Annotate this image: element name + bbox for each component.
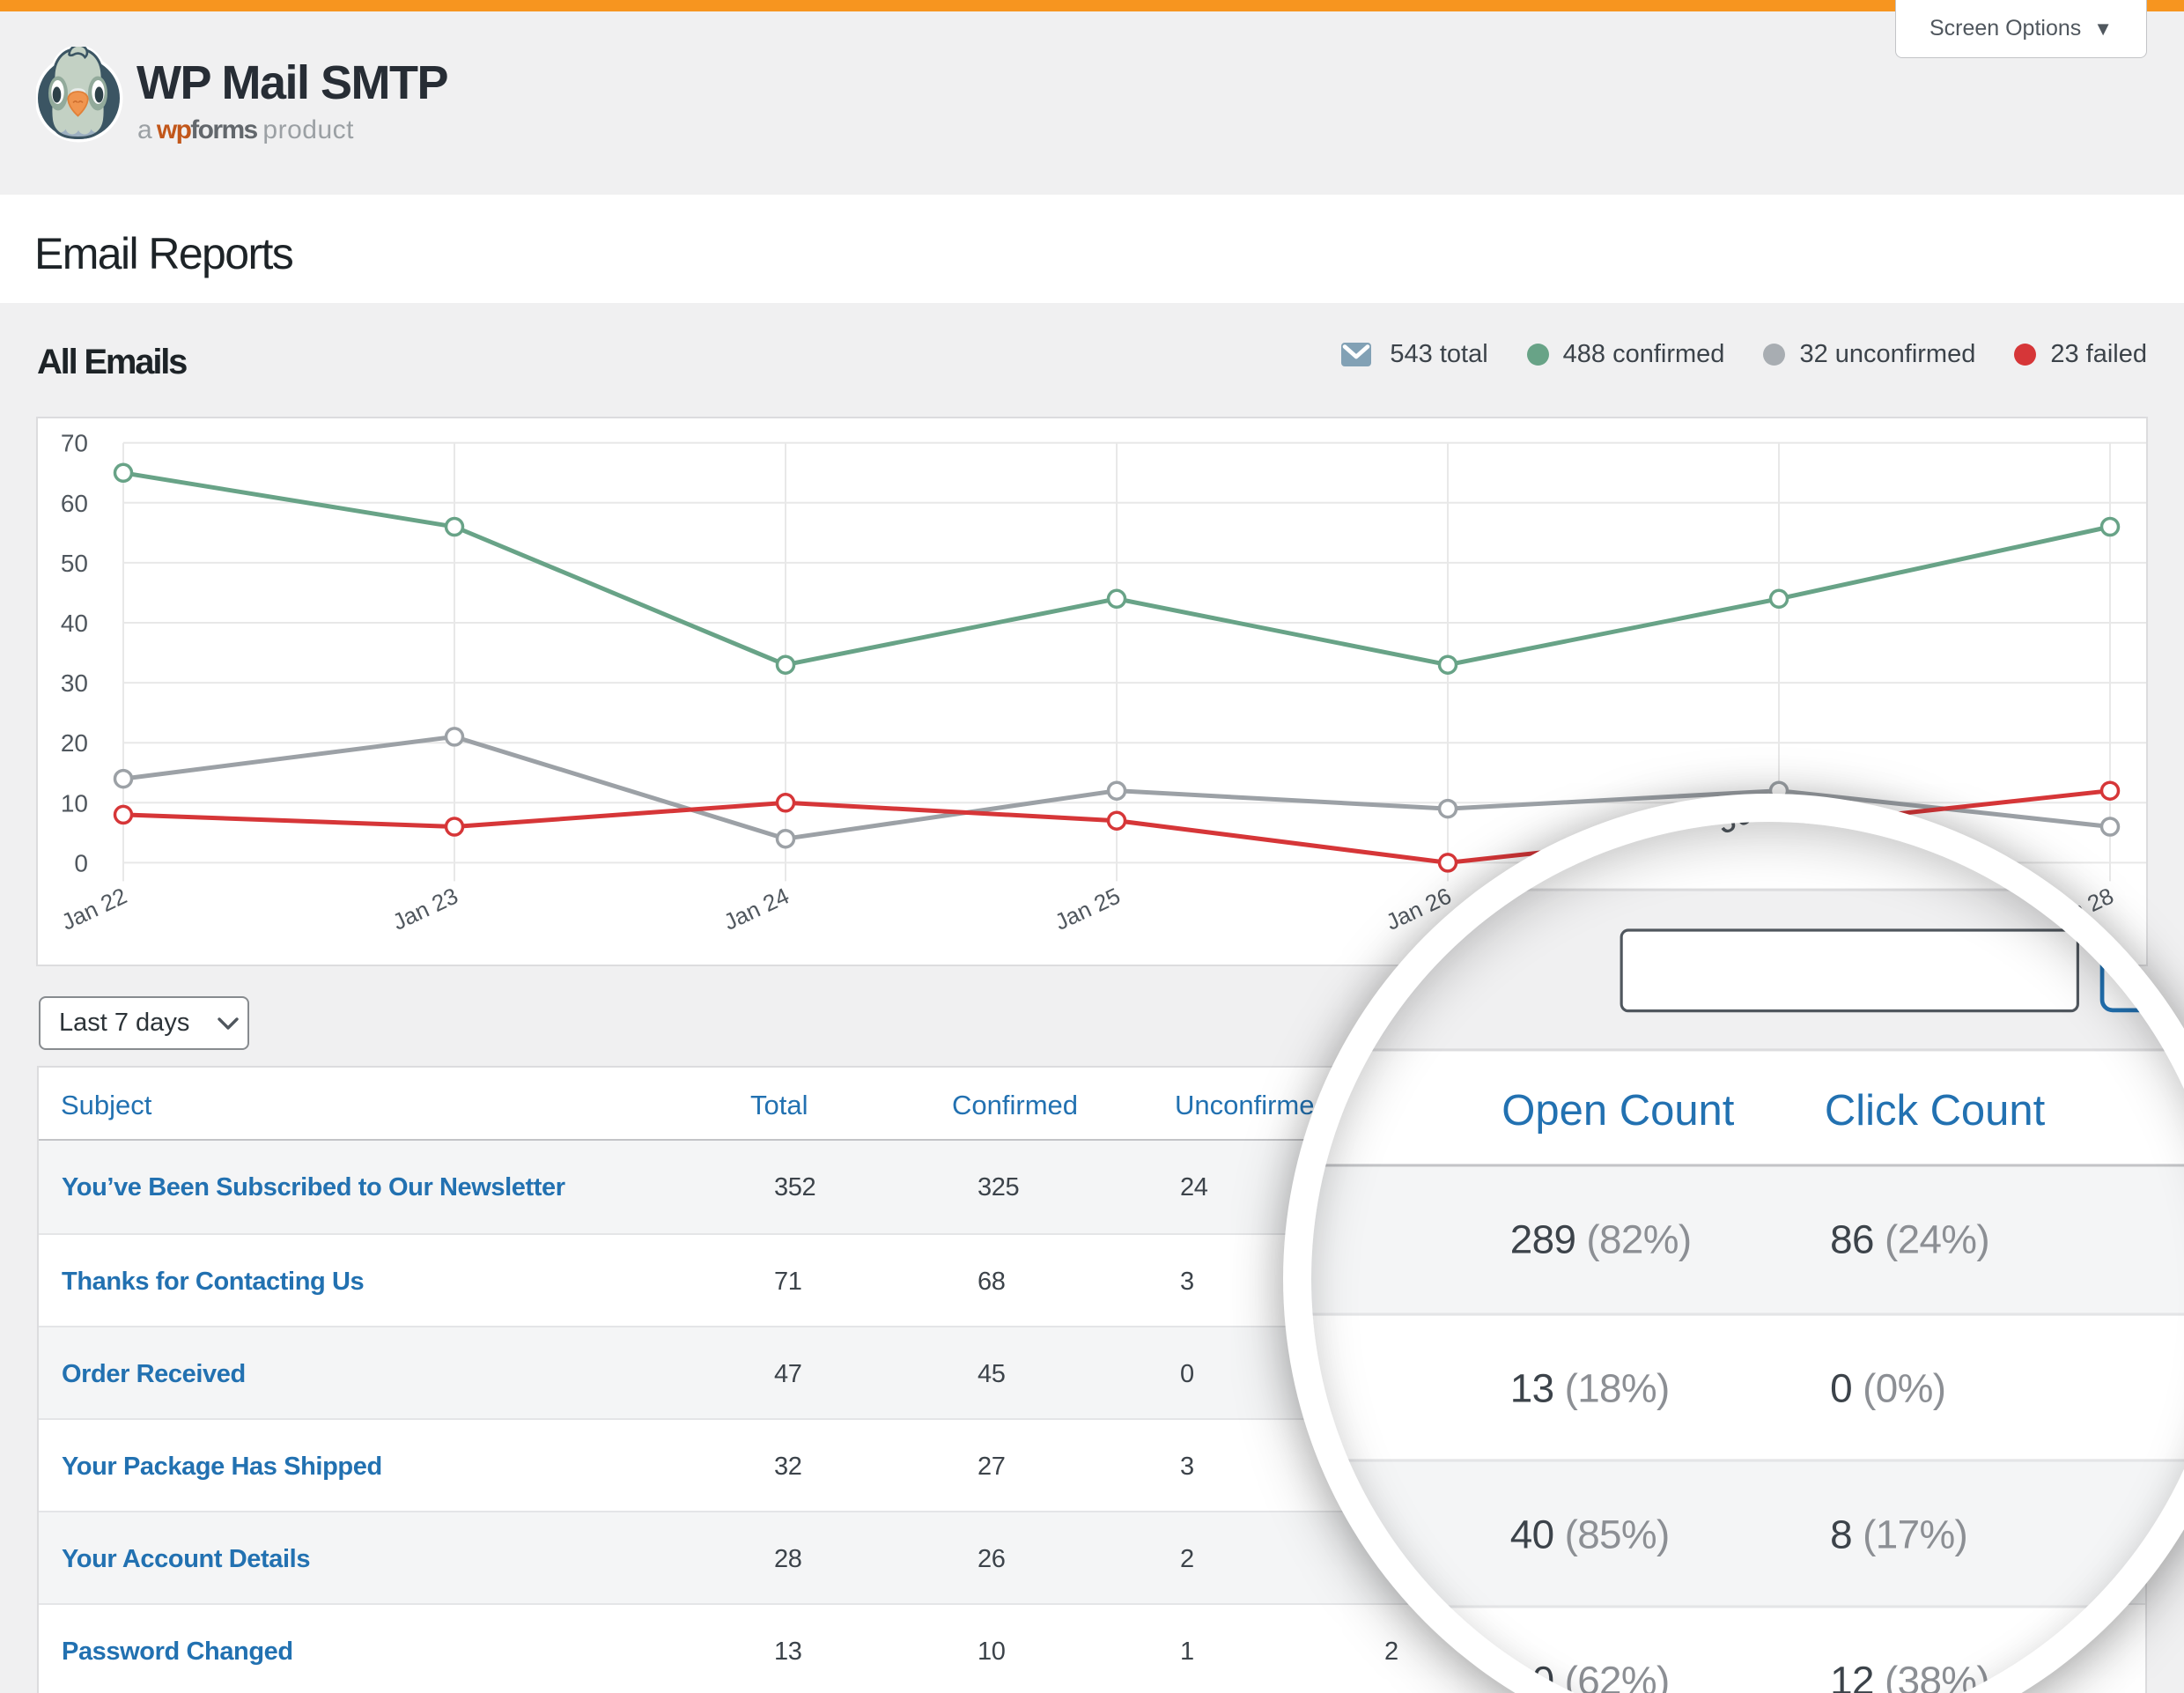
svg-text:Jan 25: Jan 25 <box>1051 883 1124 935</box>
svg-text:20: 20 <box>61 729 88 757</box>
svg-text:40: 40 <box>61 610 88 637</box>
svg-text:50: 50 <box>61 550 88 577</box>
svg-text:0: 0 <box>74 849 88 876</box>
svg-text:10: 10 <box>61 789 88 817</box>
svg-text:Jan 23: Jan 23 <box>388 883 461 935</box>
svg-text:Jan 24: Jan 24 <box>719 883 793 935</box>
svg-text:30: 30 <box>61 669 88 697</box>
svg-text:Jan 22: Jan 22 <box>57 883 130 935</box>
svg-text:60: 60 <box>61 490 88 517</box>
svg-text:70: 70 <box>61 430 88 457</box>
svg-text:Jan 27: Jan 27 <box>1709 822 1825 842</box>
